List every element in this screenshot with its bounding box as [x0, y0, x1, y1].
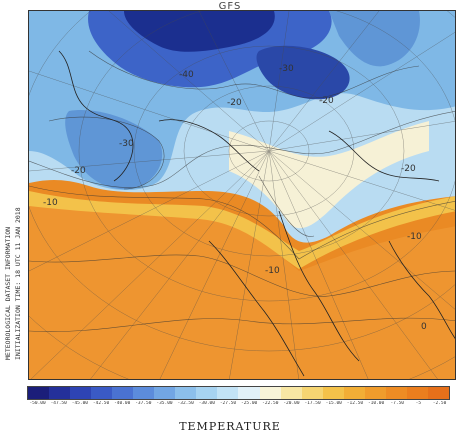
colorbar-tick-label: -12.50: [346, 401, 364, 406]
coldest-core-north: [124, 11, 275, 52]
colorbar-swatch: [427, 387, 449, 399]
colorbar-tick-label: -10.00: [367, 401, 385, 406]
colorbar-swatch: [406, 387, 428, 399]
colorbar-swatch: [364, 387, 386, 399]
colorbar-swatch: [112, 387, 134, 399]
warm-transition-band: [29, 191, 455, 269]
neutral-region: [229, 121, 429, 229]
colorbar-swatch: [133, 387, 155, 399]
side-metadata-label: METEOROLOGICAL DATASET INFORMATION INITI…: [2, 110, 24, 360]
colorbar-tick-label: -50.00: [29, 401, 46, 406]
contour-label: 0: [421, 322, 427, 332]
colorbar-tick-label: -15.00: [325, 401, 342, 406]
graticule: [29, 11, 455, 379]
temperature-contours: [29, 50, 455, 332]
colorbar-swatch: [70, 387, 92, 399]
contour-label: -40: [179, 70, 194, 80]
colorbar-tick-label: -35.00: [156, 401, 173, 406]
colorbar-swatch: [259, 387, 281, 399]
colorbar-tick-label: -25.00: [241, 401, 258, 406]
map-canvas: -40 -30 -20 -20 -20 -30 -10 -10 -10 0 -2…: [29, 11, 455, 379]
colorbar-tick-label: -32.50: [177, 401, 194, 406]
colorbar-tick-label: -5: [415, 401, 422, 406]
colorbar-swatch: [343, 387, 365, 399]
colorbar-tick-label: -47.50: [50, 401, 67, 406]
colorbar-swatch: [154, 387, 176, 399]
colorbar-swatch: [91, 387, 113, 399]
temperature-map: -40 -30 -20 -20 -20 -30 -10 -10 -10 0 -2…: [28, 10, 456, 380]
cold-pool-west: [65, 110, 163, 190]
contour-label: -20: [71, 166, 86, 176]
colorbar-tick-labels: -50.00 -47.50 -45.00 -42.50 -40.00 -37.50 -35.…: [27, 401, 450, 411]
cold-lobe-northeast: [329, 11, 420, 67]
colorbar-swatch: [238, 387, 260, 399]
colorbar-swatch: [301, 387, 323, 399]
colorbar-tick-label: -2.50: [432, 401, 447, 406]
colorbar-swatch: [280, 387, 302, 399]
colorbar-swatch: [196, 387, 218, 399]
colorbar-tick-label: -42.50: [92, 401, 110, 406]
colorbar-tick-label: -40.00: [114, 401, 131, 406]
colorbar-swatch: [49, 387, 71, 399]
contour-label: -10: [265, 266, 280, 276]
variable-name: TEMPERATURE: [179, 420, 281, 433]
coldest-core-east: [256, 45, 350, 100]
coastlines: [58, 50, 455, 377]
colorbar-tick-label: -7.50: [390, 401, 404, 406]
colorbar-tick-label: -30.00: [198, 401, 215, 406]
contour-label: -20: [227, 98, 242, 108]
side-label-line1: METEOROLOGICAL DATASET INFORMATION: [4, 227, 12, 360]
colorbar-tick-label: -20.00: [283, 401, 300, 406]
contour-label: -10: [407, 232, 422, 242]
colorbar-swatch: [217, 387, 239, 399]
colorbar-swatch: [322, 387, 344, 399]
side-label-line2: INITIALIZATION TIME: 18 UTC 11 JAN 2018: [14, 207, 22, 360]
colorbar-tick-label: -37.50: [135, 401, 152, 406]
colorbar-swatch: [28, 387, 50, 399]
map-title: GFS: [218, 1, 242, 12]
colorbar-tick-label: -22.50: [262, 401, 279, 406]
colorbar-tick-label: -27.50: [219, 401, 237, 406]
colorbar-tick-label: -45.00: [71, 401, 89, 406]
temperature-colorbar: [27, 386, 450, 400]
colorbar-tick-label: -17.50: [304, 401, 321, 406]
colorbar-swatch: [175, 387, 197, 399]
colorbar-swatch: [385, 387, 407, 399]
contour-label: -20: [319, 96, 334, 106]
contour-label: -10: [43, 198, 58, 208]
contour-label: -30: [119, 139, 134, 149]
contour-label: -20: [401, 164, 416, 174]
contour-label: -30: [279, 64, 294, 74]
